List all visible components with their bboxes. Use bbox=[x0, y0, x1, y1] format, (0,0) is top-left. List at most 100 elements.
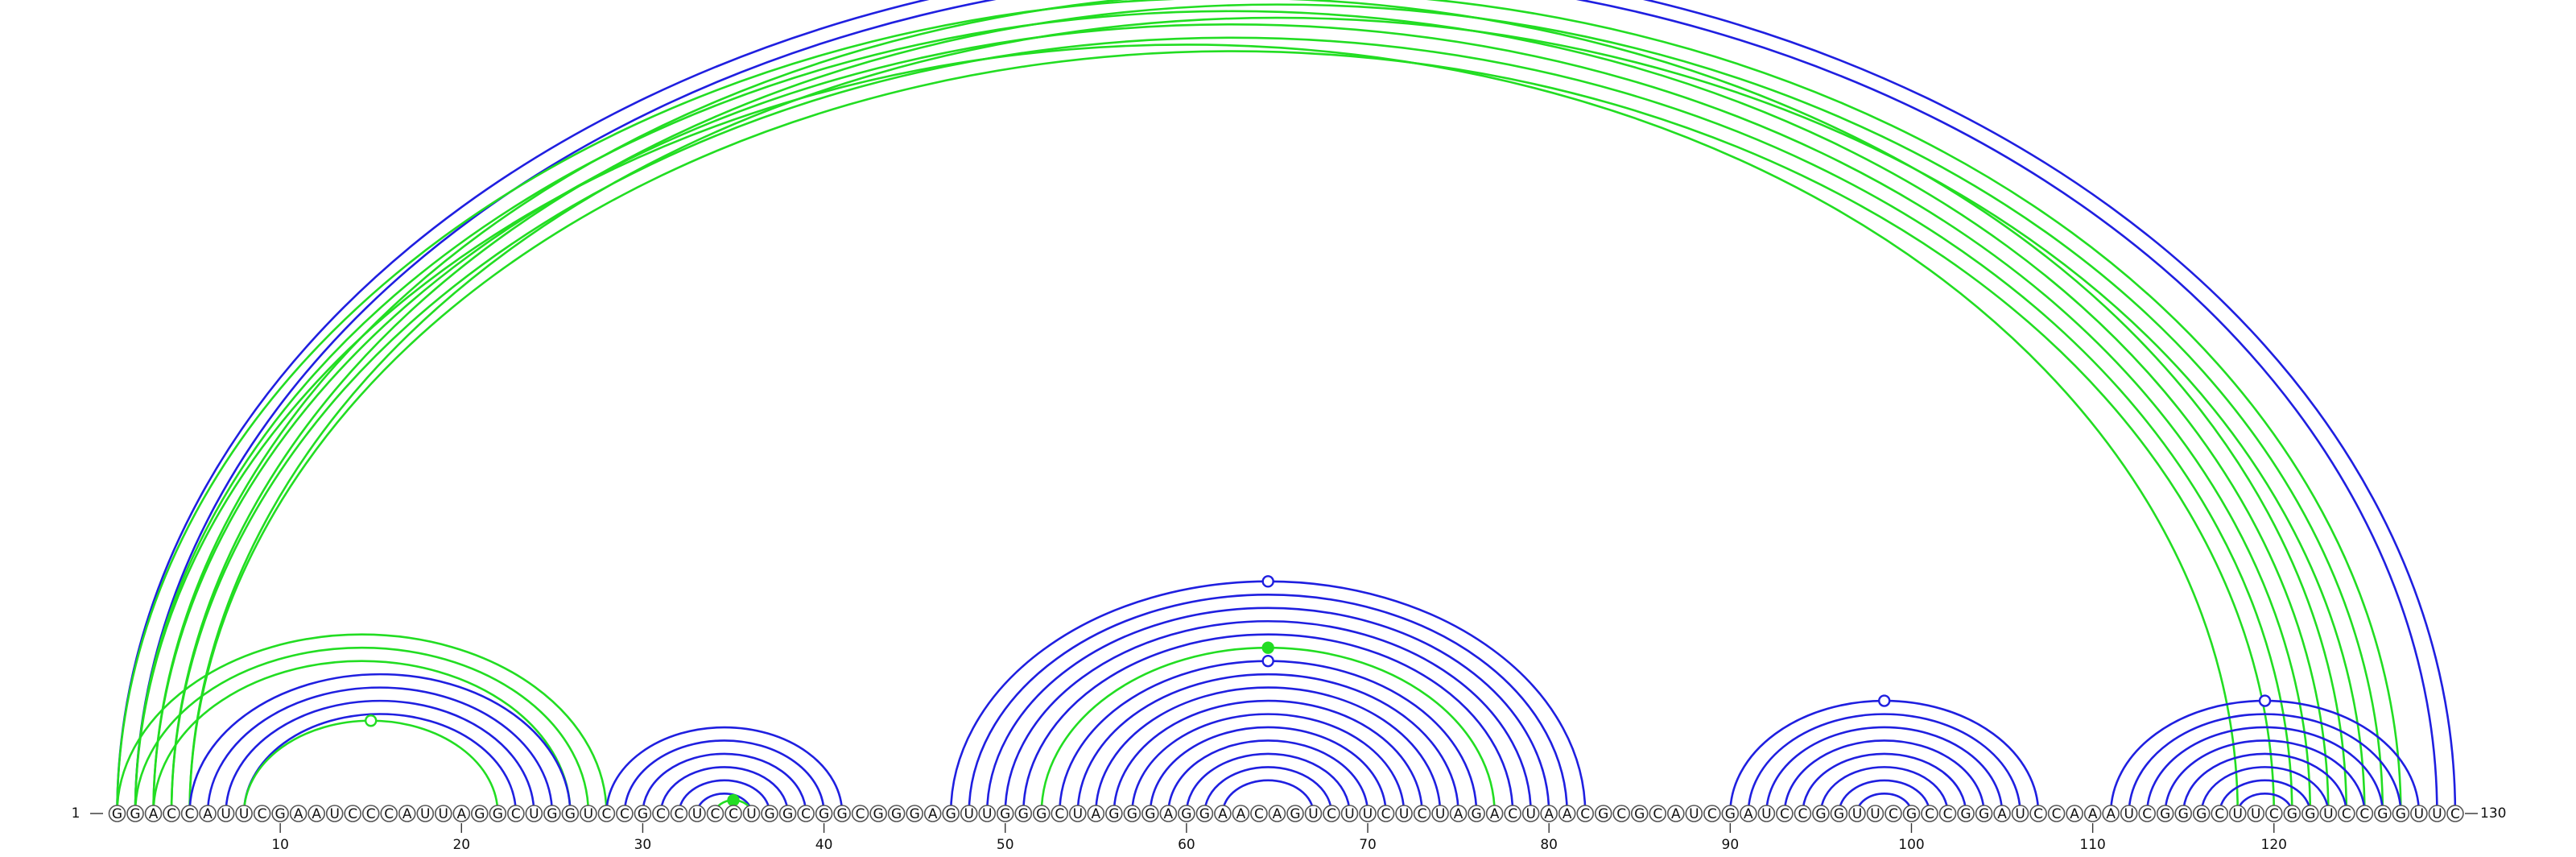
base-pair-arc bbox=[1004, 620, 1532, 814]
nucleotide-letter: U bbox=[239, 806, 249, 822]
nucleotide: A bbox=[452, 805, 471, 822]
nucleotide: U bbox=[325, 805, 344, 822]
nucleotide-letter: U bbox=[964, 806, 973, 822]
nucleotide: C bbox=[1649, 805, 1667, 822]
nucleotide: C bbox=[1885, 805, 1902, 822]
nucleotide-letter: G bbox=[1906, 806, 1917, 822]
nucleotide-letter: G bbox=[474, 806, 485, 822]
sequence-backbone: 1 130 bbox=[72, 805, 2507, 822]
tick-label: 100 bbox=[1898, 837, 1924, 853]
nucleotide-letter: C bbox=[2033, 806, 2043, 822]
nucleotide-letter: G bbox=[2287, 806, 2297, 822]
nucleotide-circle bbox=[851, 805, 869, 822]
tick-label: 90 bbox=[1722, 837, 1740, 853]
nucleotide-letter: C bbox=[1327, 806, 1336, 822]
nucleotide-circle bbox=[325, 805, 344, 822]
nucleotide-letter: U bbox=[2323, 806, 2333, 822]
nucleotide-circle bbox=[1630, 805, 1649, 822]
nucleotide: A bbox=[1232, 805, 1250, 822]
nucleotide-letter: G bbox=[112, 806, 122, 822]
nucleotide-circle bbox=[1721, 805, 1740, 822]
nucleotide: U bbox=[235, 805, 253, 822]
nucleotide-letter: U bbox=[2251, 806, 2260, 822]
base-pair-arc bbox=[2128, 714, 2402, 814]
base-pair-arc bbox=[623, 739, 825, 814]
nucleotide: A bbox=[1993, 805, 2011, 822]
pseudoknot-marker bbox=[1261, 654, 1274, 668]
nucleotide-letter: A bbox=[1236, 806, 1246, 822]
nucleotide-letter: U bbox=[439, 806, 448, 822]
nucleotide: U bbox=[742, 805, 761, 822]
nucleotide: U bbox=[1359, 805, 1377, 822]
nucleotide: C bbox=[2338, 805, 2355, 822]
nucleotide: G bbox=[996, 805, 1014, 822]
nucleotide-letter: C bbox=[384, 806, 394, 822]
base-pair-arc bbox=[1221, 779, 1315, 814]
base-pair-arc bbox=[968, 594, 1568, 814]
nucleotide-circle bbox=[942, 805, 960, 822]
nucleotide: U bbox=[2410, 805, 2428, 822]
nucleotide-circle bbox=[1649, 805, 1667, 822]
nucleotide: C bbox=[1051, 805, 1069, 822]
nucleotide: C bbox=[507, 805, 525, 822]
nucleotide-circle bbox=[452, 805, 471, 822]
nucleotide: G bbox=[2174, 805, 2193, 822]
base-pair-arc bbox=[116, 633, 608, 814]
nucleotide-circle bbox=[923, 805, 942, 822]
nucleotide-letter: G bbox=[891, 806, 902, 822]
nucleotide-letter: C bbox=[1943, 806, 1953, 822]
nucleotide-circle bbox=[253, 805, 271, 822]
nucleotide-letter: G bbox=[1145, 806, 1155, 822]
nucleotide-circle bbox=[1902, 805, 1921, 822]
nucleotide: G bbox=[1178, 805, 1195, 822]
base-pair-arc bbox=[225, 700, 535, 814]
nucleotide: C bbox=[2029, 805, 2047, 822]
nucleotide-letter: G bbox=[1018, 806, 1029, 822]
nucleotide-circle bbox=[2355, 805, 2374, 822]
nucleotide-letter: U bbox=[1761, 806, 1771, 822]
base-pair-arc bbox=[985, 607, 1550, 814]
nucleotide-circle bbox=[434, 805, 452, 822]
nucleotide-letter: A bbox=[1544, 806, 1554, 822]
nucleotide-letter: A bbox=[1671, 806, 1681, 822]
nucleotide-circle bbox=[1232, 805, 1250, 822]
nucleotide: G bbox=[271, 805, 289, 822]
nucleotide-letter: G bbox=[837, 806, 848, 822]
nucleotide-letter: G bbox=[130, 806, 140, 822]
nucleotide-letter: C bbox=[258, 806, 267, 822]
nucleotide-circle bbox=[543, 805, 561, 822]
nucleotide: A bbox=[1268, 805, 1286, 822]
base-pair-arc bbox=[1058, 660, 1478, 814]
nucleotide-circle bbox=[217, 805, 235, 822]
base-pair-arc bbox=[135, 11, 2328, 814]
nucleotide-circle bbox=[1032, 805, 1051, 822]
nucleotide: G bbox=[561, 805, 580, 822]
nucleotide: U bbox=[1068, 805, 1087, 822]
nucleotide-letter: G bbox=[873, 806, 884, 822]
nucleotide: C bbox=[1576, 805, 1595, 822]
nucleotide-letter: C bbox=[856, 806, 865, 822]
nucleotide-circle bbox=[1612, 805, 1631, 822]
nucleotide-circle bbox=[126, 805, 144, 822]
tick-label: 110 bbox=[2079, 837, 2105, 853]
nucleotide-circle bbox=[1703, 805, 1721, 822]
nucleotide-letter: C bbox=[656, 806, 666, 822]
nucleotide-letter: C bbox=[675, 806, 684, 822]
nucleotide: C bbox=[706, 805, 724, 822]
nucleotide-letter: G bbox=[2377, 806, 2388, 822]
nucleotide: G bbox=[1594, 805, 1612, 822]
nucleotide-circle bbox=[1123, 805, 1141, 822]
start-position-label: 1 bbox=[72, 805, 80, 822]
nucleotide-letter: C bbox=[1653, 806, 1662, 822]
base-pair-arc bbox=[171, 38, 2292, 814]
nucleotide-letter: A bbox=[1273, 806, 1282, 822]
nucleotide-circle bbox=[616, 805, 634, 822]
base-pair-arc bbox=[171, 5, 2383, 814]
nucleotide: C bbox=[1377, 805, 1395, 822]
nucleotide-circle bbox=[1214, 805, 1232, 822]
nucleotide: C bbox=[380, 805, 398, 822]
nucleotide-circle bbox=[2047, 805, 2066, 822]
nucleotide-circle bbox=[1866, 805, 1885, 822]
nucleotide-circle bbox=[742, 805, 761, 822]
